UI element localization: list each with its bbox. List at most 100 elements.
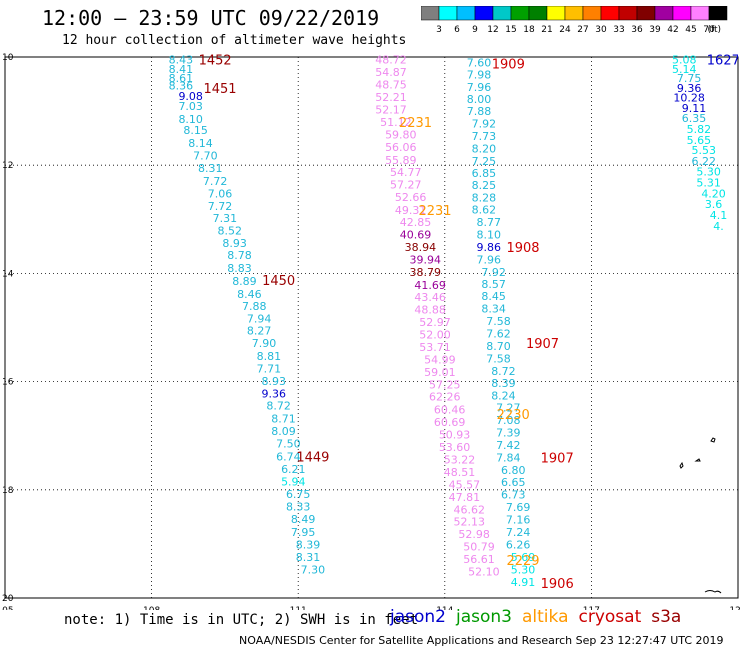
pass-time-label: 1907 (541, 451, 574, 466)
wave-height-value: 8.70 (486, 340, 511, 353)
wave-height-value: 4.20 (701, 187, 726, 200)
wave-height-value: 50.79 (463, 541, 495, 554)
pass-time-label: 1906 (541, 577, 574, 592)
wave-height-value: 52.17 (375, 103, 407, 116)
wave-height-value: 59.01 (424, 366, 456, 379)
wave-height-value: 7.88 (467, 105, 492, 118)
wave-height-value: 4. (713, 220, 724, 233)
wave-height-value: 60.46 (434, 404, 466, 417)
wave-height-value: 8.46 (237, 288, 262, 301)
wave-height-value: 8.78 (227, 249, 252, 262)
wave-height-value: 8.10 (178, 113, 203, 126)
wave-height-value: 8.61 (169, 72, 194, 85)
pass-time-label: 2231 (418, 204, 451, 219)
wave-height-value: 8.39 (491, 377, 516, 390)
wave-height-value: 8.20 (472, 142, 497, 155)
wave-height-value: 7.84 (496, 451, 521, 464)
colorbar-tick-label: 36 (631, 25, 643, 34)
colorbar-tick-label: 24 (559, 25, 571, 34)
wave-height-value: 7.95 (291, 526, 316, 539)
wave-height-value: 8.34 (481, 303, 506, 316)
wave-height-value: 7.71 (257, 363, 282, 376)
wave-height-value: 7.94 (247, 312, 272, 325)
wave-height-value: 7.25 (472, 155, 497, 168)
wave-height-value: 48.88 (414, 304, 446, 317)
wave-height-value: 7.16 (506, 514, 531, 527)
pass-time-label: 2229 (506, 554, 539, 569)
wave-height-value: 8.93 (262, 375, 287, 388)
wave-height-value: 38.79 (410, 266, 442, 279)
pass-time-label: 1449 (296, 450, 329, 465)
x-tick-label: 120 (729, 606, 740, 610)
wave-height-value: 9.11 (682, 102, 707, 115)
wave-height-value: 52.21 (375, 91, 407, 104)
satellite-legend: jason2 jason3 altika cryosat s3a (390, 607, 691, 627)
wave-height-value: 7.30 (301, 563, 326, 576)
wave-height-value: 8.89 (232, 275, 257, 288)
wave-height-value: 52.00 (419, 329, 451, 342)
wave-height-value: 57.25 (429, 378, 461, 391)
wave-height-value: 6.85 (472, 167, 497, 180)
wave-height-value: 5.65 (687, 134, 712, 147)
pass-time-label: 2231 (399, 116, 432, 131)
colorbar-tick-label: 18 (523, 25, 535, 34)
wave-height-value: 5.08 (672, 54, 697, 67)
y-tick-label: 20 (2, 594, 14, 604)
wave-height-value: 8.93 (222, 237, 247, 250)
wave-height-value: 5.94 (281, 476, 306, 489)
wave-height-value: 6.74 (276, 450, 301, 463)
colorbar-cell (708, 6, 728, 21)
colorbar-tick-label: 3 (436, 25, 442, 34)
wave-height-value: 7.90 (252, 337, 277, 350)
coastline (694, 458, 701, 462)
pass-time-label: 1452 (199, 54, 232, 69)
wave-height-value: 8.62 (472, 204, 497, 217)
wave-height-value: 7.03 (178, 100, 203, 113)
wave-height-value: 6.21 (281, 463, 306, 476)
wave-height-value: 53.60 (439, 441, 471, 454)
color-scale-legend: 3 6 9 12 15 18 21 24 27 30 33 36 39 42 45 70(ft) (421, 6, 728, 34)
wave-height-value: 7.31 (213, 212, 238, 225)
y-tick-label: 12 (2, 161, 13, 171)
colorbar-tick-label: 70 (703, 25, 715, 34)
wave-height-value: 6.75 (286, 488, 311, 501)
wave-height-value: 46.62 (453, 503, 485, 516)
coastline (710, 437, 716, 443)
wave-height-value: 7.62 (486, 327, 511, 340)
wave-height-value: 56.06 (385, 141, 417, 154)
wave-height-value: 5.53 (692, 144, 717, 157)
wave-height-value: 6.22 (692, 155, 717, 168)
wave-height-value: 9.36 (677, 82, 702, 95)
wave-height-value: 52.97 (419, 316, 451, 329)
wave-height-value: 53.71 (419, 341, 451, 354)
wave-height-value: 7.75 (677, 72, 702, 85)
wave-height-value: 7.06 (208, 187, 233, 200)
wave-height-value: 7.72 (208, 200, 233, 213)
wave-height-value: 8.25 (472, 179, 497, 192)
pass-time-label: 1908 (506, 241, 539, 256)
wave-height-value: 9.08 (178, 90, 203, 103)
wave-height-value: 4.1 (710, 209, 728, 222)
legend-entry: altika (522, 607, 569, 627)
wave-height-value: 8.72 (266, 399, 291, 412)
wave-height-value: 7.08 (496, 414, 521, 427)
x-tick-label: 114 (436, 606, 453, 610)
plot-frame (4, 56, 739, 599)
wave-height-value: 8.31 (198, 162, 223, 175)
x-tick-label: 105 (0, 606, 14, 610)
wave-height-value: 7.98 (467, 68, 492, 81)
wave-height-value: 52.13 (453, 516, 485, 529)
wave-height-value: 50.93 (439, 429, 471, 442)
wave-height-value: 9.36 (262, 388, 287, 401)
legend-entry: s3a (651, 607, 682, 627)
colorbar-tick-label: 45 (685, 25, 696, 34)
wave-height-value: 7.96 (477, 253, 502, 266)
wave-height-value: 8.31 (296, 551, 321, 564)
wave-height-value: 5.69 (511, 551, 536, 564)
wave-height-value: 7.27 (496, 402, 521, 415)
y-tick-label: 16 (2, 378, 14, 388)
wave-height-value: 48.75 (375, 79, 407, 92)
wave-height-value: 8.81 (257, 350, 282, 363)
wave-height-value: 3.6 (705, 198, 723, 211)
legend-entry: cryosat (578, 607, 642, 627)
